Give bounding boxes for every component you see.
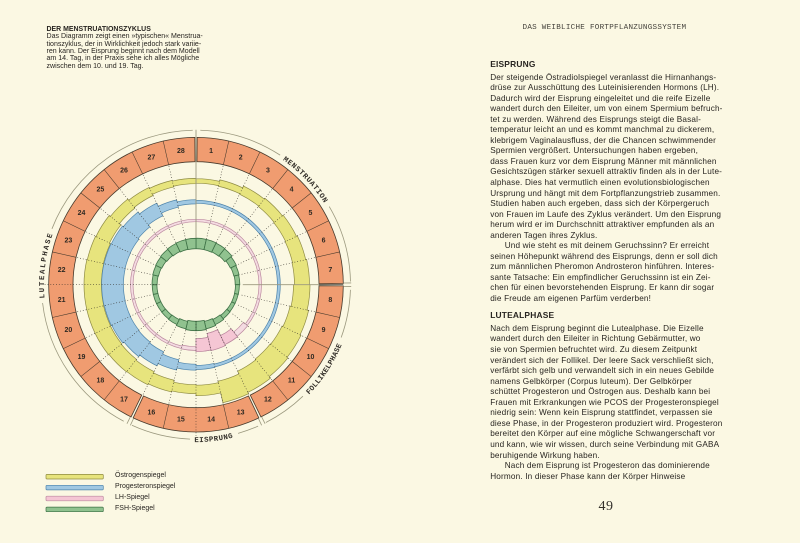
svg-text:19: 19 [78, 354, 86, 361]
svg-text:18: 18 [97, 378, 105, 385]
svg-text:16: 16 [147, 410, 155, 417]
svg-text:27: 27 [147, 154, 155, 161]
svg-text:11: 11 [288, 378, 296, 385]
svg-text:7: 7 [328, 267, 332, 274]
svg-text:5: 5 [309, 210, 313, 217]
svg-text:28: 28 [177, 148, 185, 155]
svg-text:8: 8 [328, 297, 332, 304]
svg-text:24: 24 [78, 210, 86, 217]
svg-text:10: 10 [307, 354, 315, 361]
svg-text:14: 14 [207, 416, 215, 423]
svg-text:23: 23 [64, 237, 72, 244]
svg-text:6: 6 [322, 237, 326, 244]
svg-text:1: 1 [209, 148, 213, 155]
svg-text:15: 15 [177, 416, 185, 423]
svg-text:EISPRUNG: EISPRUNG [194, 433, 234, 445]
svg-text:17: 17 [120, 397, 128, 404]
svg-text:21: 21 [58, 297, 66, 304]
svg-text:25: 25 [97, 187, 105, 194]
svg-text:13: 13 [237, 410, 245, 417]
svg-text:22: 22 [58, 267, 66, 274]
svg-text:2: 2 [239, 154, 243, 161]
svg-text:26: 26 [120, 168, 128, 175]
svg-text:4: 4 [290, 187, 294, 194]
svg-text:12: 12 [264, 397, 272, 404]
svg-text:20: 20 [64, 327, 72, 334]
svg-text:3: 3 [266, 168, 270, 175]
svg-text:9: 9 [322, 327, 326, 334]
